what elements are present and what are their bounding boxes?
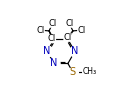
Text: Cl: Cl (65, 19, 73, 28)
Text: N: N (43, 46, 51, 57)
Text: Cl: Cl (63, 33, 72, 42)
Text: Cl: Cl (37, 26, 45, 35)
Text: N: N (71, 46, 78, 57)
Text: CH₃: CH₃ (82, 67, 96, 76)
Text: S: S (70, 67, 76, 77)
Text: N: N (50, 59, 58, 69)
Text: Cl: Cl (48, 34, 56, 43)
Text: Cl: Cl (77, 26, 85, 35)
Text: Cl: Cl (48, 19, 57, 28)
